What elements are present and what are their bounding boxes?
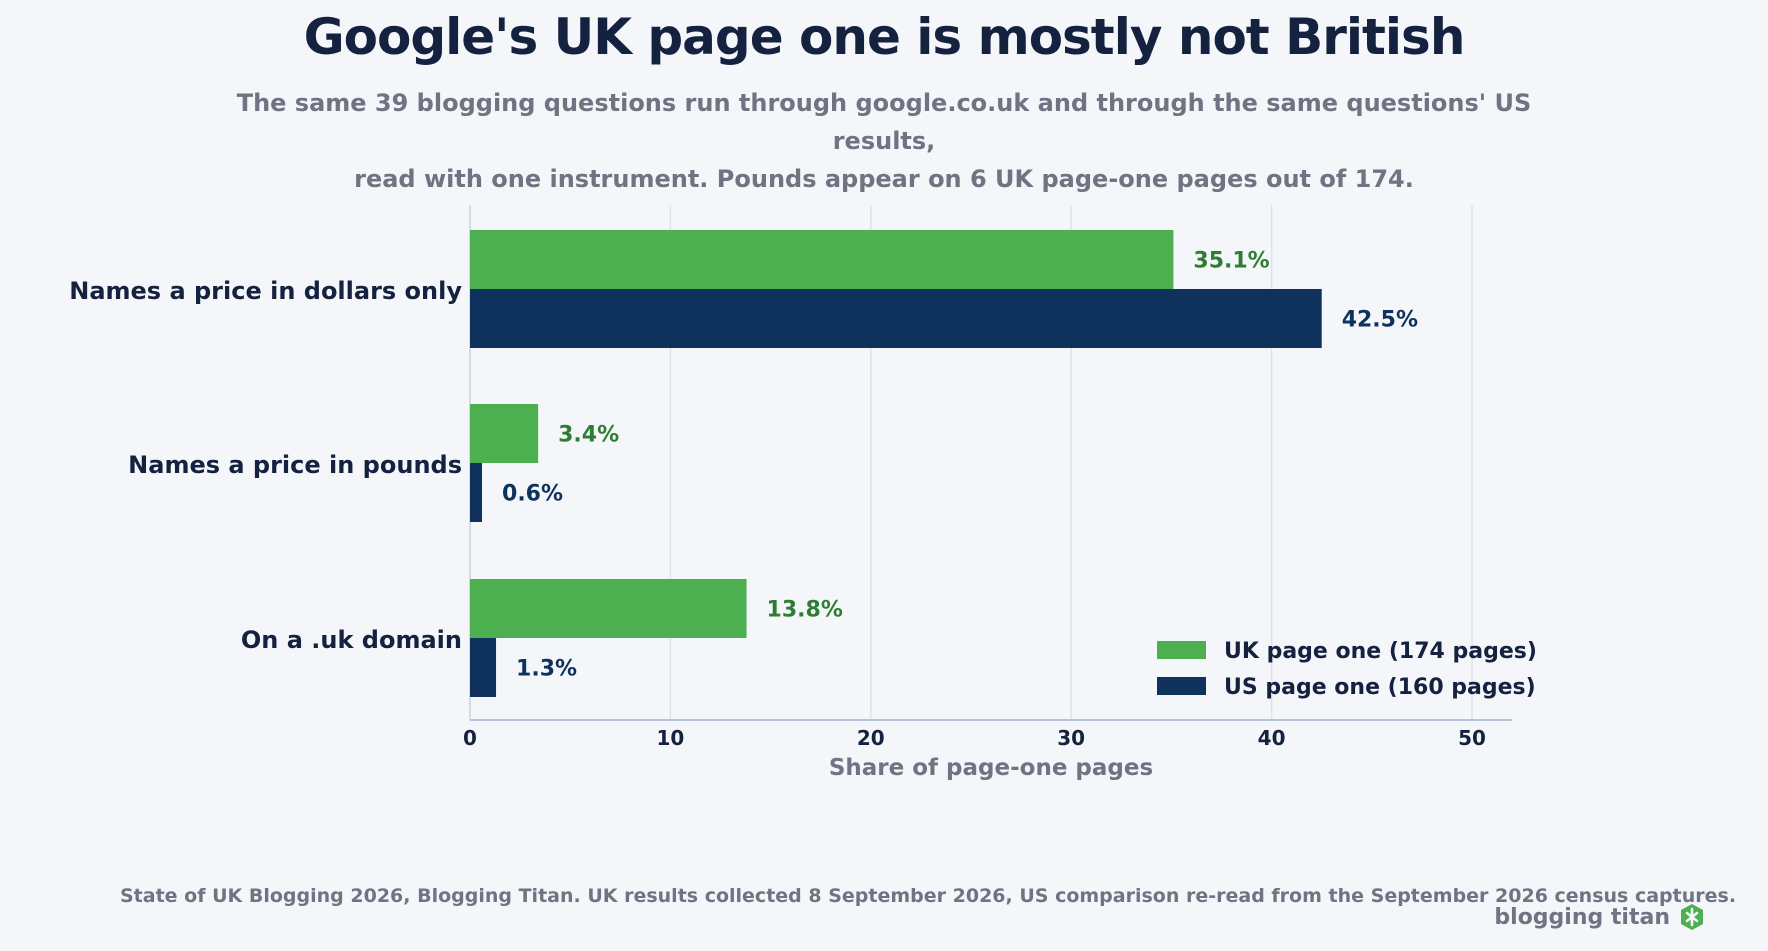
x-axis-title: Share of page-one pages [829,755,1153,781]
shield-logo-icon [1681,904,1703,930]
category-label-1: Names a price in pounds [128,451,462,479]
legend-label-1: US page one (160 pages) [1224,675,1536,700]
legend-swatch-1 [1157,677,1206,695]
x-tick-label-3: 30 [1057,726,1085,750]
bar-s1-c2 [470,638,497,697]
source-note: State of UK Blogging 2026, Blogging Tita… [120,885,1737,907]
data-label-s1-c1: 0.6% [502,482,563,507]
legend-label-0: UK page one (174 pages) [1224,639,1537,664]
subtitle-line-1: The same 39 blogging questions run throu… [236,89,1532,155]
chart-title: Google's UK page one is mostly not Briti… [303,8,1466,66]
data-label-s0-c0: 35.1% [1193,249,1269,274]
bar-s1-c1 [470,463,483,522]
data-label-s0-c1: 3.4% [558,423,619,448]
brand: blogging titan [1494,903,1704,931]
bar-s0-c0 [470,230,1174,289]
brand-name: blogging titan [1494,904,1670,930]
x-tick-label-2: 20 [857,726,885,750]
legend-swatch-0 [1157,641,1206,659]
chart-subtitle: The same 39 blogging questions run throu… [184,84,1584,198]
category-label-2: On a .uk domain [241,626,462,654]
bar-s0-c2 [470,579,747,638]
x-tick-label-5: 50 [1458,726,1486,750]
x-tick-label-1: 10 [656,726,684,750]
bar-chart: 0 10 20 30 40 50 Share of page-one pages Names … [69,205,1537,781]
data-label-s0-c2: 13.8% [767,598,843,623]
bar-s0-c1 [470,404,539,463]
bar-s1-c0 [470,289,1322,348]
x-tick-label-4: 40 [1258,726,1286,750]
data-label-s1-c0: 42.5% [1342,308,1418,333]
subtitle-line-2: read with one instrument. Pounds appear … [354,165,1414,193]
category-label-0: Names a price in dollars only [69,277,462,305]
x-tick-label-0: 0 [463,726,477,750]
data-label-s1-c2: 1.3% [516,657,577,682]
